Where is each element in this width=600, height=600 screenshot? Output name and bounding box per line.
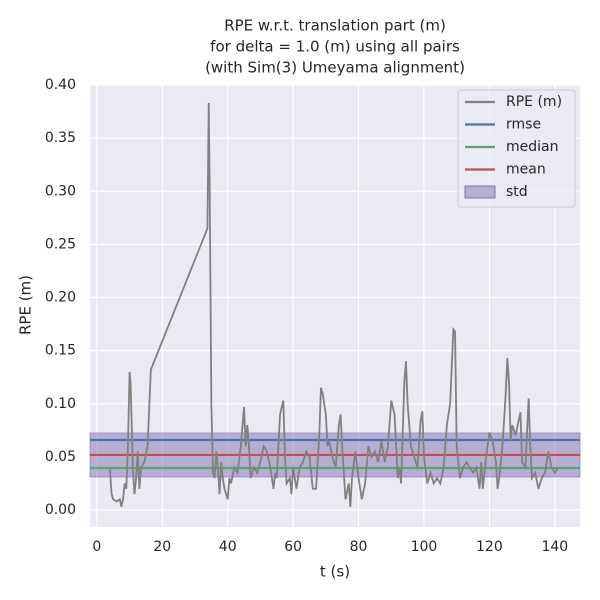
y-tick-label: 0.05 xyxy=(45,449,76,465)
y-tick-label: 0.00 xyxy=(45,502,76,518)
legend-label: RPE (m) xyxy=(506,94,562,110)
chart-title: RPE w.r.t. translation part (m) xyxy=(224,17,446,35)
x-tick-label: 120 xyxy=(476,539,503,555)
x-tick-label: 100 xyxy=(411,539,438,555)
chart-title: (with Sim(3) Umeyama alignment) xyxy=(205,59,465,77)
y-tick-label: 0.15 xyxy=(45,343,76,359)
x-axis-label: t (s) xyxy=(320,563,350,581)
legend-label: rmse xyxy=(506,117,541,133)
x-tick-label: 40 xyxy=(219,539,237,555)
legend-label: median xyxy=(506,139,558,155)
x-tick-label: 20 xyxy=(153,539,171,555)
chart-title: for delta = 1.0 (m) using all pairs xyxy=(210,38,460,56)
legend-label: std xyxy=(506,184,528,200)
x-tick-label: 60 xyxy=(284,539,302,555)
data-line xyxy=(109,103,559,508)
y-axis-label: RPE (m) xyxy=(17,275,35,335)
y-tick-label: 0.35 xyxy=(45,130,76,146)
y-tick-label: 0.40 xyxy=(45,77,76,93)
x-tick-label: 0 xyxy=(92,539,101,555)
legend-swatch xyxy=(464,185,496,199)
y-tick-label: 0.10 xyxy=(45,396,76,412)
y-tick-label: 0.30 xyxy=(45,183,76,199)
y-tick-label: 0.25 xyxy=(45,236,76,252)
y-tick-label: 0.20 xyxy=(45,290,76,306)
x-tick-label: 80 xyxy=(350,539,368,555)
x-tick-label: 140 xyxy=(541,539,568,555)
legend-label: mean xyxy=(506,162,546,178)
legend-box xyxy=(457,89,576,208)
